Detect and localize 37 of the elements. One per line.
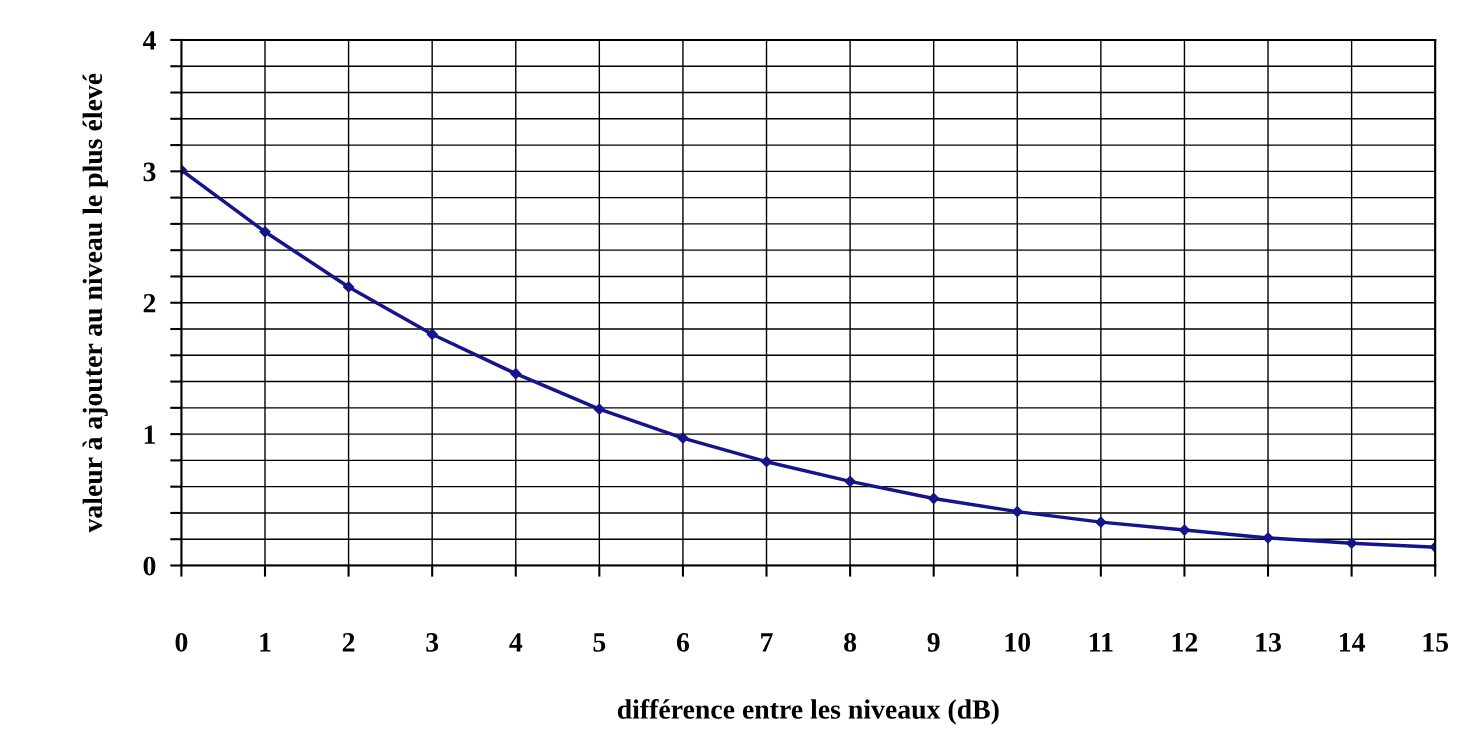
y-axis-title: valeur à ajouter au niveau le plus élevé bbox=[82, 73, 108, 533]
x-tick-label: 15 bbox=[1423, 633, 1449, 652]
point bbox=[1011, 506, 1023, 518]
point bbox=[259, 226, 271, 238]
x-tick-label: 5 bbox=[593, 633, 606, 652]
x-tick-label: 1 bbox=[260, 633, 271, 652]
x-tick-label: 12 bbox=[1172, 633, 1198, 652]
point bbox=[928, 492, 940, 505]
x-tick-label: 7 bbox=[761, 633, 773, 652]
x-tick-label: 3 bbox=[426, 633, 439, 652]
point bbox=[1178, 524, 1191, 536]
y-tick-label: 2 bbox=[143, 293, 156, 313]
x-axis-title: différence entre les niveaux (dB) bbox=[617, 699, 999, 725]
y-tick-label: 4 bbox=[142, 31, 156, 50]
x-tick-label: 10 bbox=[1005, 632, 1031, 652]
point bbox=[844, 475, 856, 488]
point bbox=[593, 403, 605, 415]
x-tick-label: 6 bbox=[676, 633, 690, 652]
point bbox=[510, 368, 522, 380]
y-tick-label: 0 bbox=[143, 556, 156, 576]
point bbox=[1346, 537, 1358, 549]
point bbox=[426, 328, 438, 340]
x-tick-label: 13 bbox=[1256, 633, 1281, 652]
x-tick-label: 14 bbox=[1339, 633, 1365, 652]
point bbox=[342, 281, 355, 293]
x-tick-label: 4 bbox=[509, 633, 523, 652]
x-tick-label: 11 bbox=[1089, 633, 1113, 652]
x-tick-label: 0 bbox=[175, 632, 188, 652]
point bbox=[1262, 532, 1274, 544]
y-tick-label: 1 bbox=[144, 425, 155, 444]
point bbox=[677, 432, 689, 444]
y-tick-label: 3 bbox=[143, 162, 156, 182]
point bbox=[1095, 516, 1107, 528]
x-tick-label: 9 bbox=[927, 633, 940, 652]
x-tick-label: 8 bbox=[844, 632, 857, 652]
point bbox=[760, 456, 773, 468]
x-tick-label: 2 bbox=[342, 633, 355, 652]
